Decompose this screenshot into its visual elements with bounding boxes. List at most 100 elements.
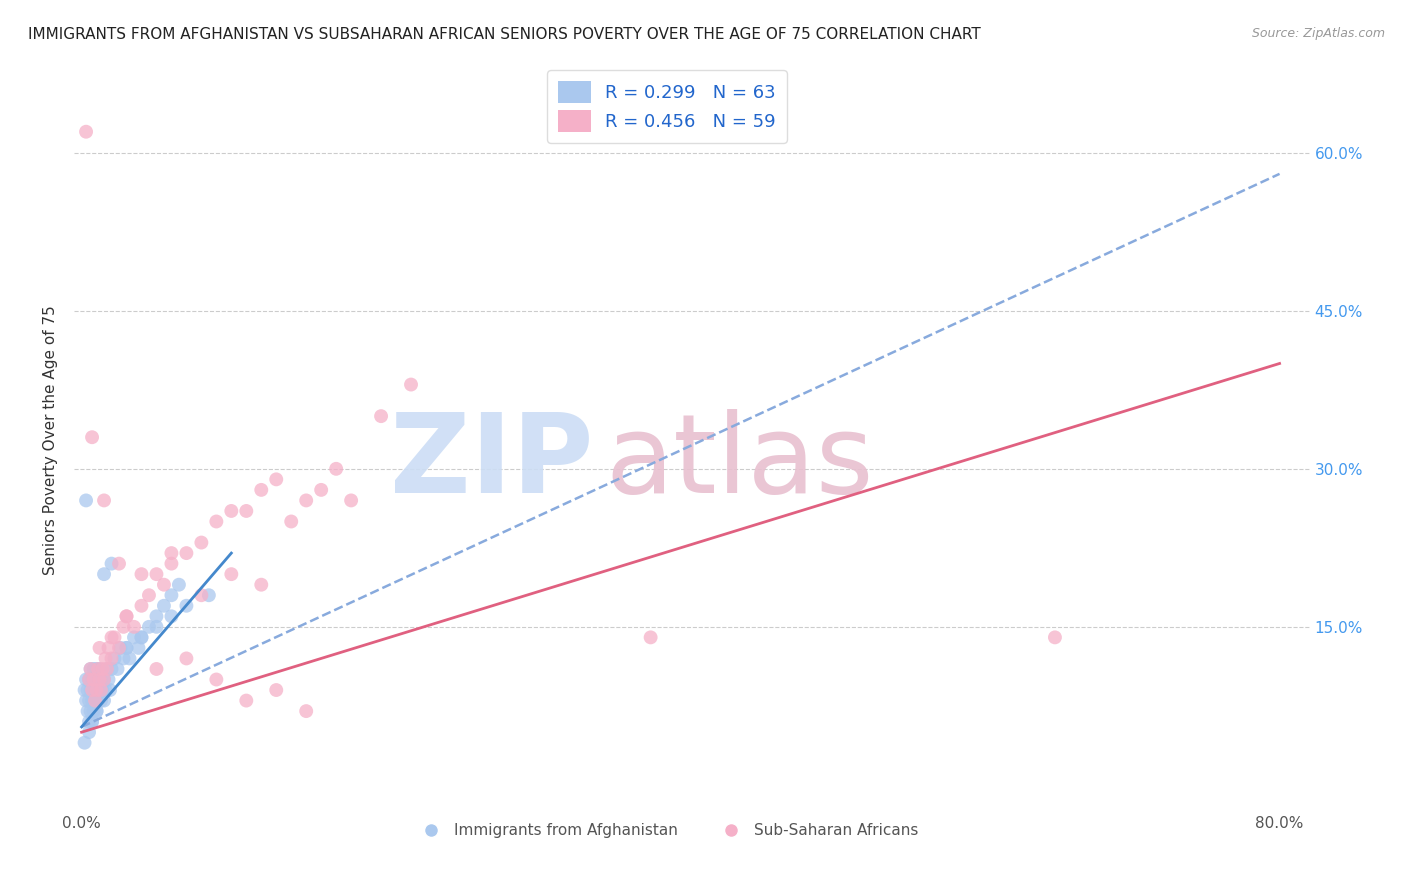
- Point: [112, 620, 135, 634]
- Text: Source: ZipAtlas.com: Source: ZipAtlas.com: [1251, 27, 1385, 40]
- Point: [80, 693, 103, 707]
- Point: [145, 662, 167, 676]
- Point: [75, 673, 97, 687]
- Point: [160, 609, 183, 624]
- Point: [309, 483, 332, 497]
- Point: [90, 683, 112, 698]
- Point: [76, 683, 98, 698]
- Point: [250, 577, 273, 591]
- Point: [370, 409, 392, 424]
- Point: [93, 673, 115, 687]
- Point: [145, 620, 167, 634]
- Point: [91, 662, 114, 676]
- Point: [235, 504, 257, 518]
- Point: [167, 577, 190, 591]
- Text: IMMIGRANTS FROM AFGHANISTAN VS SUBSAHARAN AFRICAN SENIORS POVERTY OVER THE AGE O: IMMIGRANTS FROM AFGHANISTAN VS SUBSAHARA…: [28, 27, 981, 42]
- Point: [86, 704, 108, 718]
- Point: [100, 662, 122, 676]
- Point: [103, 631, 125, 645]
- Point: [221, 567, 243, 582]
- Point: [115, 640, 138, 655]
- Text: atlas: atlas: [606, 409, 873, 516]
- Point: [83, 683, 105, 698]
- Point: [98, 683, 121, 698]
- Point: [87, 662, 110, 676]
- Point: [94, 651, 117, 665]
- Point: [73, 736, 96, 750]
- Point: [79, 683, 101, 698]
- Point: [93, 567, 115, 582]
- Point: [86, 683, 108, 698]
- Point: [153, 577, 176, 591]
- Point: [131, 631, 153, 645]
- Point: [76, 704, 98, 718]
- Point: [75, 125, 97, 139]
- Point: [77, 673, 100, 687]
- Point: [131, 599, 153, 613]
- Point: [86, 662, 108, 676]
- Point: [295, 704, 318, 718]
- Point: [77, 673, 100, 687]
- Point: [77, 725, 100, 739]
- Point: [176, 651, 198, 665]
- Point: [221, 504, 243, 518]
- Point: [103, 651, 125, 665]
- Point: [89, 640, 111, 655]
- Point: [87, 693, 110, 707]
- Point: [90, 673, 112, 687]
- Point: [340, 493, 363, 508]
- Point: [264, 683, 287, 698]
- Point: [100, 631, 122, 645]
- Point: [89, 673, 111, 687]
- Point: [79, 662, 101, 676]
- Point: [86, 683, 108, 698]
- Point: [100, 651, 122, 665]
- Point: [295, 493, 318, 508]
- Point: [96, 662, 118, 676]
- Point: [108, 557, 131, 571]
- Point: [80, 430, 103, 444]
- Point: [79, 704, 101, 718]
- Point: [122, 631, 145, 645]
- Point: [115, 609, 138, 624]
- Point: [118, 651, 141, 665]
- Y-axis label: Seniors Poverty Over the Age of 75: Seniors Poverty Over the Age of 75: [44, 305, 58, 574]
- Point: [264, 472, 287, 486]
- Point: [83, 673, 105, 687]
- Point: [91, 683, 114, 698]
- Point: [87, 673, 110, 687]
- Point: [250, 483, 273, 497]
- Point: [122, 620, 145, 634]
- Point: [100, 557, 122, 571]
- Point: [93, 493, 115, 508]
- Point: [176, 546, 198, 560]
- Point: [640, 631, 662, 645]
- Point: [115, 640, 138, 655]
- Point: [160, 546, 183, 560]
- Point: [89, 683, 111, 698]
- Point: [112, 651, 135, 665]
- Point: [115, 609, 138, 624]
- Legend: Immigrants from Afghanistan, Sub-Saharan Africans: Immigrants from Afghanistan, Sub-Saharan…: [409, 817, 925, 845]
- Text: ZIP: ZIP: [389, 409, 593, 516]
- Point: [75, 693, 97, 707]
- Point: [83, 662, 105, 676]
- Point: [77, 714, 100, 729]
- Point: [235, 693, 257, 707]
- Point: [160, 557, 183, 571]
- Point: [198, 588, 221, 602]
- Point: [97, 640, 120, 655]
- Point: [80, 714, 103, 729]
- Point: [94, 683, 117, 698]
- Point: [131, 631, 153, 645]
- Point: [108, 640, 131, 655]
- Point: [89, 662, 111, 676]
- Point: [205, 673, 228, 687]
- Point: [160, 588, 183, 602]
- Point: [190, 535, 212, 549]
- Point: [83, 704, 105, 718]
- Point: [96, 662, 118, 676]
- Point: [145, 609, 167, 624]
- Point: [107, 662, 129, 676]
- Point: [138, 588, 160, 602]
